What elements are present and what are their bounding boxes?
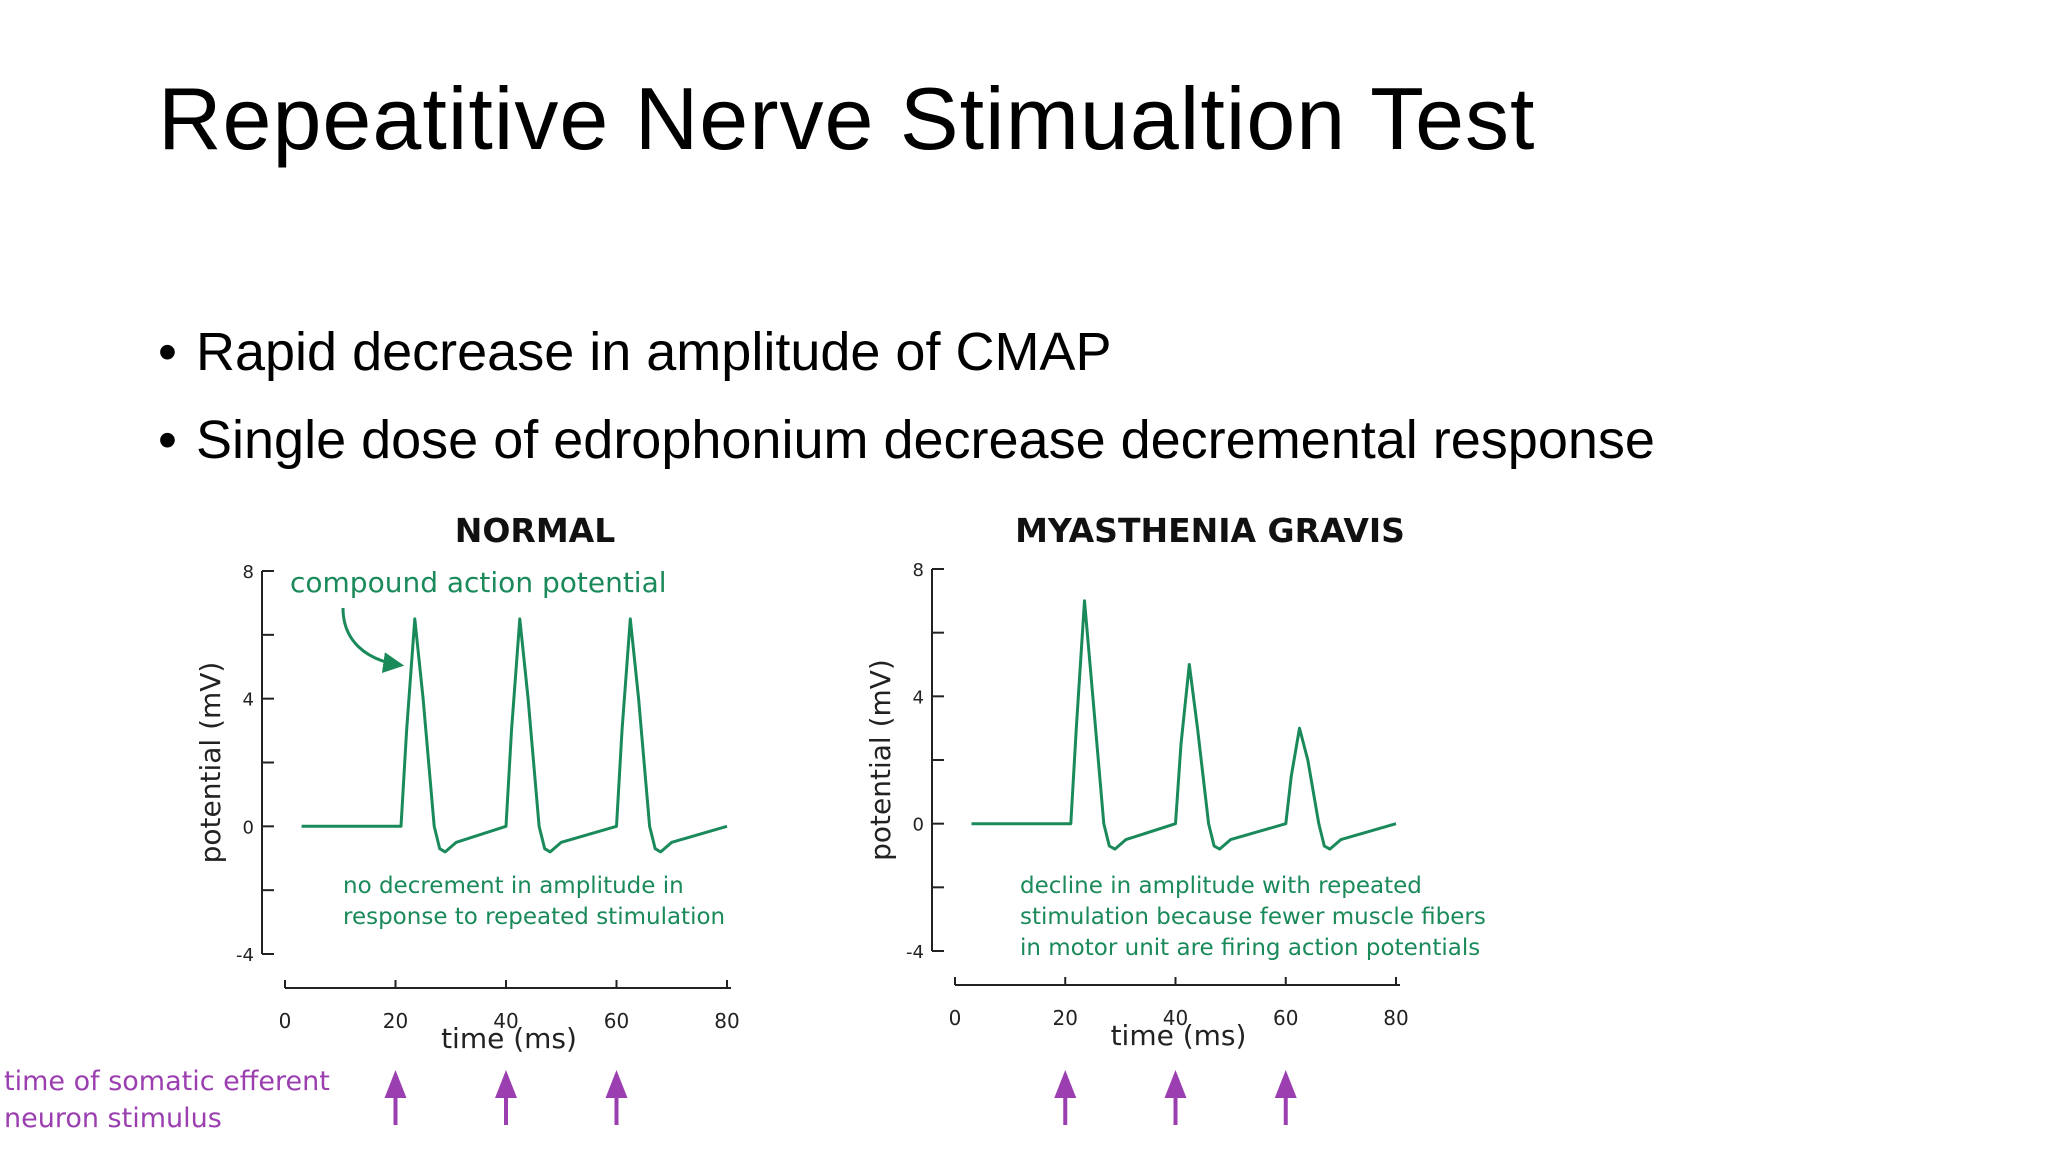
bullet-list: • Rapid decrease in amplitude of CMAP • Si…: [158, 308, 1655, 484]
annotation-label: decline in amplitude with repeated: [1020, 873, 1422, 899]
stimulus-arrow-head: [1164, 1070, 1187, 1098]
annotation-label: stimulation because fewer muscle fibers: [1020, 904, 1486, 930]
bullet-dot: •: [158, 410, 177, 470]
chart-title: NORMAL: [455, 511, 616, 550]
annotation-label: response to repeated stimulation: [343, 904, 725, 930]
bullet-item: • Single dose of edrophonium decrease dec…: [158, 396, 1655, 484]
slide-title: Repeatitive Nerve Stimualtion Test: [158, 69, 1536, 168]
x-tick-label: 60: [604, 1009, 629, 1033]
chart-title: MYASTHENIA GRAVIS: [1015, 511, 1405, 550]
stimulus-arrow-head: [1274, 1070, 1297, 1098]
series-line: [971, 599, 1397, 851]
bullet-dot: •: [158, 322, 177, 382]
bullet-text: Single dose of edrophonium decrease decr…: [196, 410, 1655, 470]
annotation-arrow: [341, 607, 405, 674]
stimulus-label: time of somatic efferent neuron stimulus: [4, 1066, 330, 1134]
stimulus-label-line: time of somatic efferent: [4, 1066, 330, 1097]
x-tick-label: 60: [1273, 1006, 1298, 1030]
series-line: [301, 617, 728, 854]
annotation-label: compound action potential: [290, 566, 667, 599]
y-tick-label: 0: [243, 817, 254, 838]
x-tick-label: 20: [383, 1009, 408, 1033]
y-axis-label: potential (mV): [194, 662, 227, 864]
y-tick-label: -4: [906, 942, 924, 963]
x-tick-label: 80: [1383, 1006, 1408, 1030]
x-tick-label: 0: [279, 1009, 292, 1033]
bullet-item: • Rapid decrease in amplitude of CMAP: [158, 308, 1655, 396]
x-axis-label: time (ms): [441, 1022, 577, 1055]
stimulus-label-line: neuron stimulus: [4, 1103, 222, 1134]
y-tick-label: 8: [243, 562, 254, 583]
stimulus-arrow-head: [495, 1070, 517, 1098]
x-tick-label: 80: [714, 1009, 739, 1033]
y-tick-label: 4: [913, 687, 924, 708]
y-axis-label: potential (mV): [864, 659, 897, 861]
x-axis-label: time (ms): [1111, 1019, 1247, 1052]
x-tick-label: 40: [1163, 1006, 1188, 1030]
annotation-label: no decrement in amplitude in: [343, 873, 684, 899]
bullet-text: Rapid decrease in amplitude of CMAP: [196, 322, 1112, 382]
y-tick-label: 8: [913, 560, 924, 581]
annotation-label: in motor unit are firing action potentia…: [1020, 935, 1480, 961]
stimulus-arrow-head: [384, 1070, 407, 1098]
y-tick-label: -4: [236, 945, 254, 966]
x-tick-label: 0: [949, 1006, 962, 1030]
x-tick-label: 40: [493, 1009, 518, 1033]
y-tick-label: 0: [913, 815, 924, 836]
stimulus-arrow-head: [605, 1070, 628, 1098]
x-tick-label: 20: [1053, 1006, 1078, 1030]
stimulus-arrow-head: [1054, 1070, 1077, 1098]
y-tick-label: 4: [243, 690, 254, 711]
